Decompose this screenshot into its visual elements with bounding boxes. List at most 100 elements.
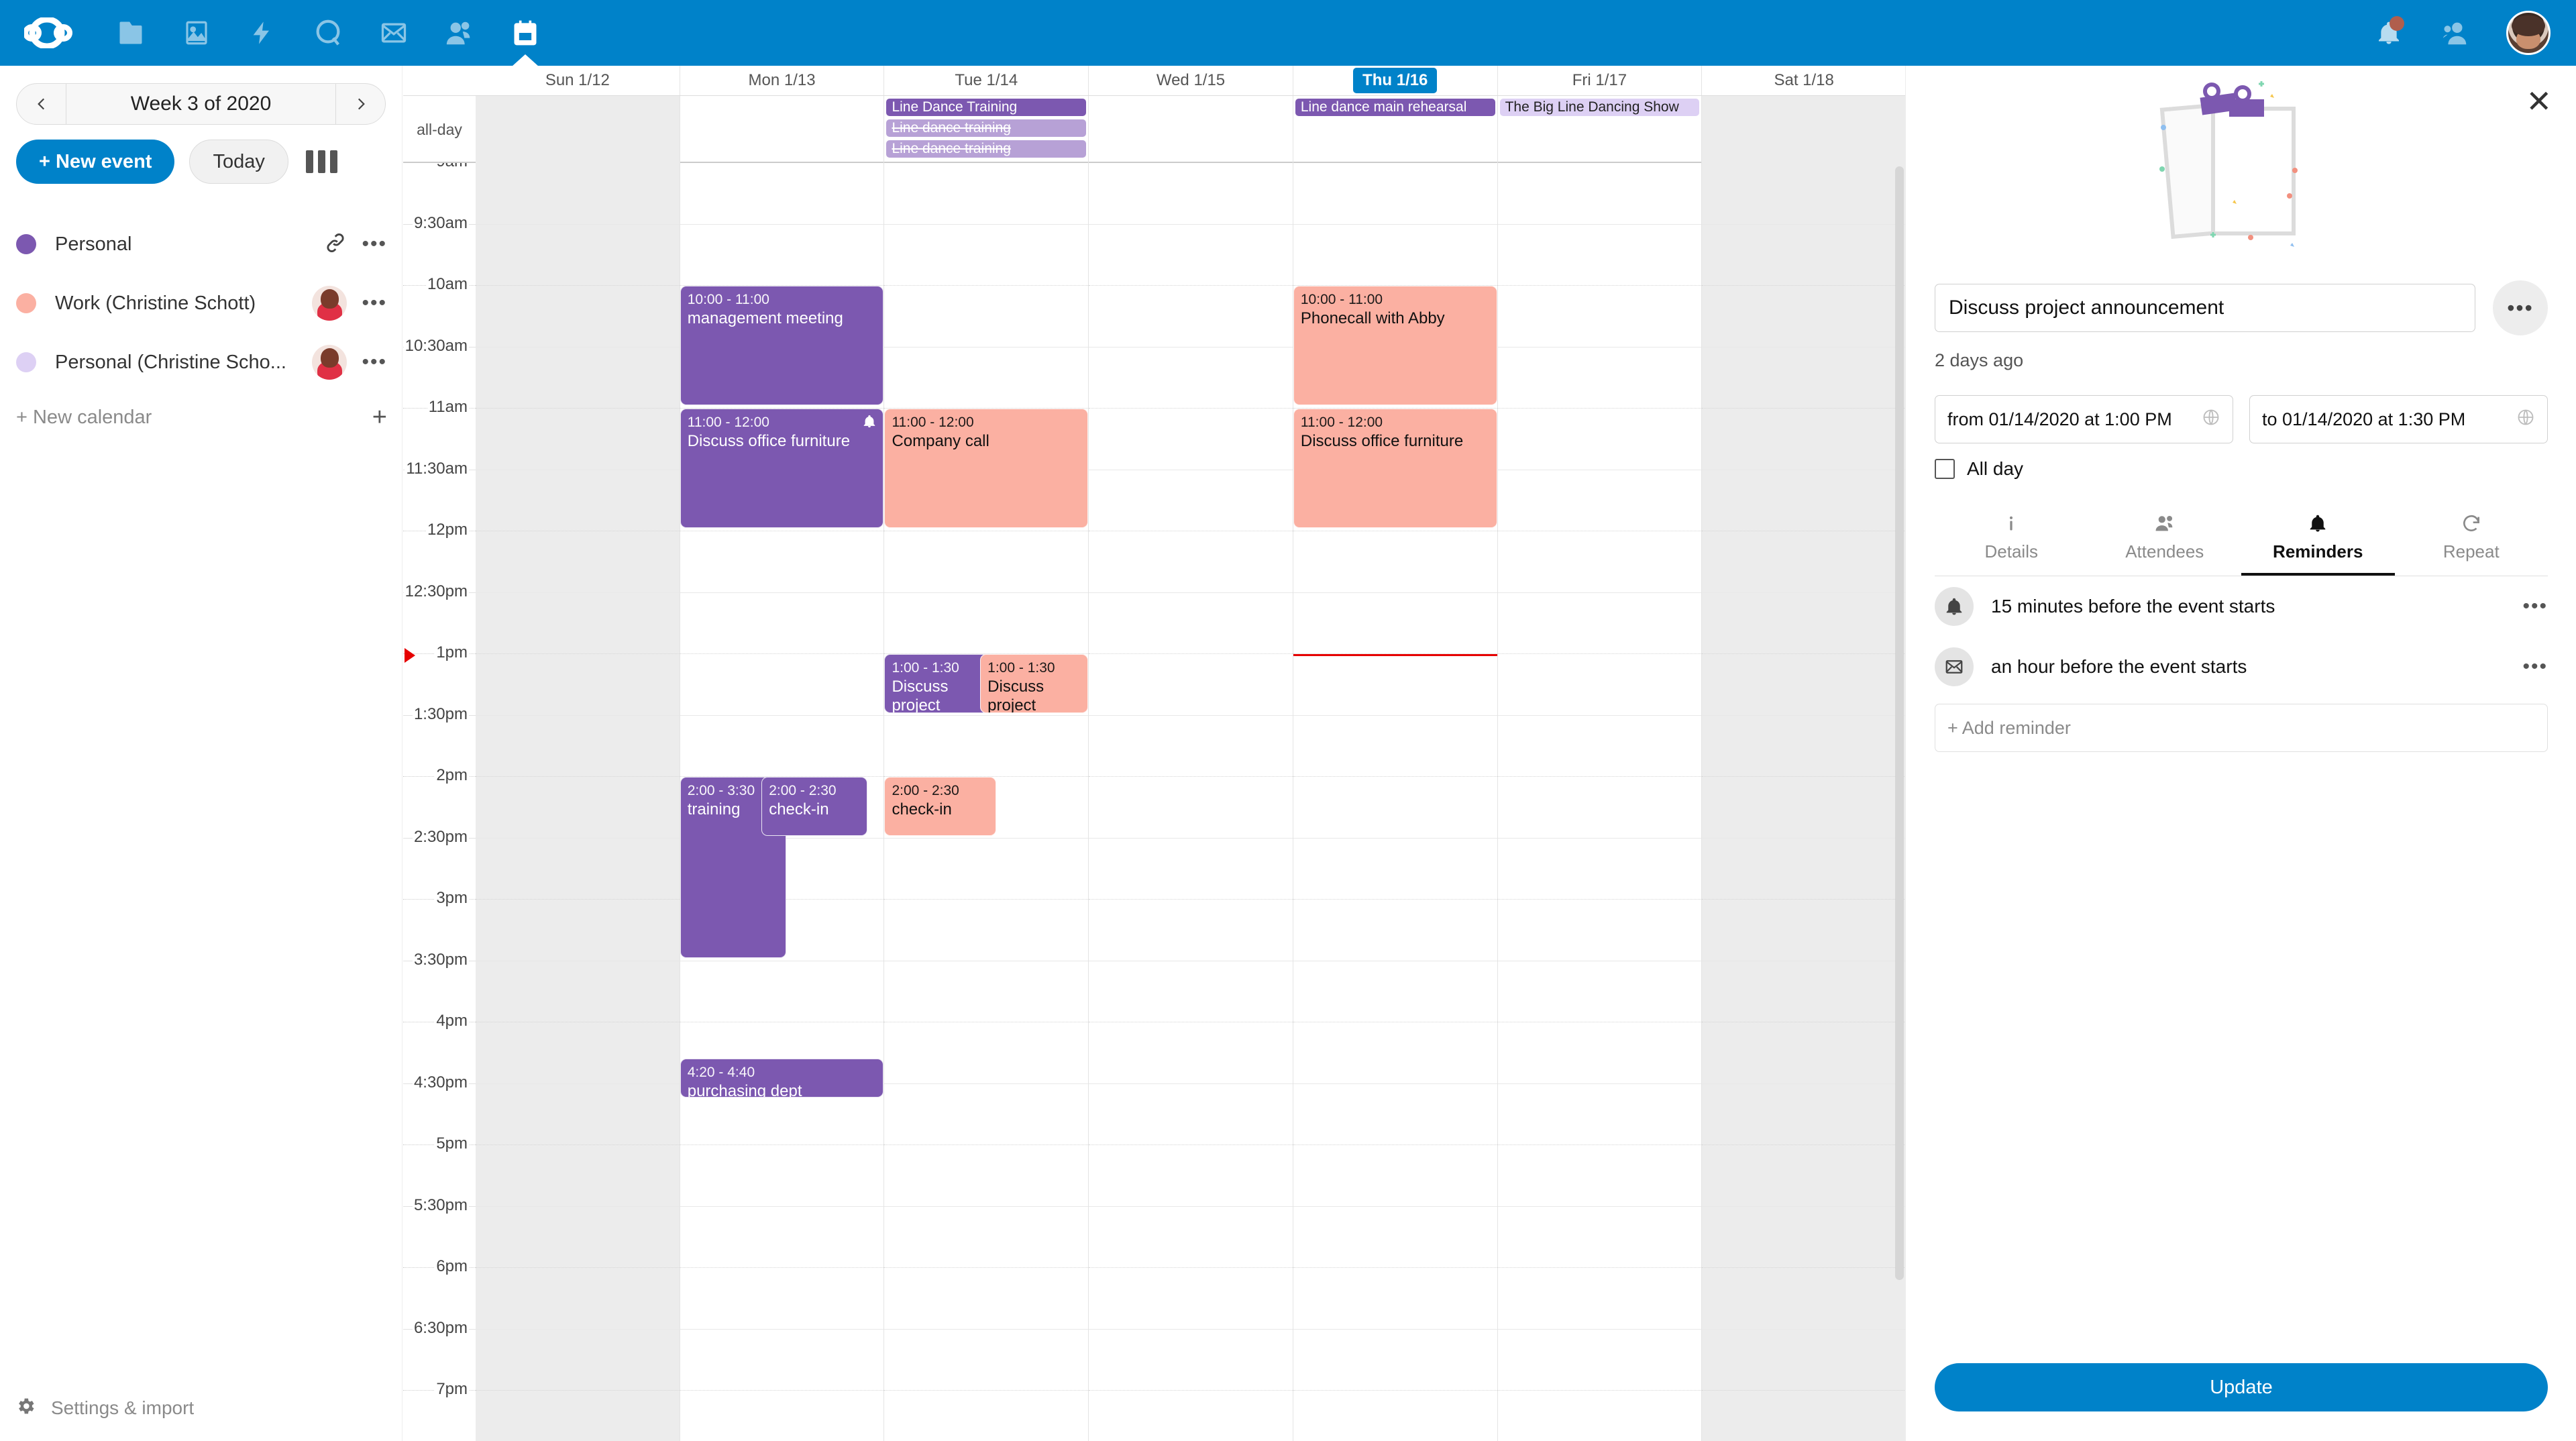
calendar-more-actions[interactable]: ••• xyxy=(362,233,387,255)
grid-cell[interactable] xyxy=(884,1145,1089,1207)
grid-cell[interactable] xyxy=(680,593,884,654)
all-day-column-6[interactable] xyxy=(1701,96,1905,163)
new-calendar-button[interactable]: + New calendar + xyxy=(0,392,402,443)
contacts-menu-icon[interactable] xyxy=(2422,0,2487,66)
grid-cell[interactable] xyxy=(1089,1268,1293,1330)
grid-cell[interactable] xyxy=(1702,1330,1905,1391)
calendar-event[interactable]: 2:00 - 2:30 check-in xyxy=(884,777,997,836)
grid-cell[interactable] xyxy=(1089,409,1293,470)
grid-cell[interactable] xyxy=(680,531,884,593)
grid-cell[interactable] xyxy=(1293,1207,1497,1268)
grid-cell[interactable] xyxy=(1293,348,1497,409)
grid-cell[interactable] xyxy=(1497,286,1702,348)
add-reminder-button[interactable]: + Add reminder xyxy=(1935,704,2548,752)
grid-cell[interactable] xyxy=(1497,716,1702,777)
grid-cell[interactable] xyxy=(476,961,680,1022)
globe-icon[interactable] xyxy=(2202,408,2220,431)
grid-cell[interactable] xyxy=(884,1207,1089,1268)
calendar-event[interactable]: 2:00 - 2:30 check-in xyxy=(761,777,868,836)
grid-cell[interactable] xyxy=(884,531,1089,593)
grid-cell[interactable] xyxy=(1702,531,1905,593)
activity-icon[interactable] xyxy=(229,0,295,66)
grid-cell[interactable] xyxy=(1089,225,1293,286)
calendar-icon[interactable] xyxy=(492,0,558,66)
all-day-column-0[interactable] xyxy=(476,96,680,163)
event-start-date-field[interactable]: from 01/14/2020 at 1:00 PM xyxy=(1935,395,2233,443)
reminder-more-actions[interactable]: ••• xyxy=(2522,655,2548,678)
grid-cell[interactable] xyxy=(476,1268,680,1330)
grid-cell[interactable] xyxy=(1702,961,1905,1022)
grid-cell[interactable] xyxy=(1089,593,1293,654)
settings-and-import-button[interactable]: Settings & import xyxy=(0,1375,402,1441)
grid-cell[interactable] xyxy=(1497,1330,1702,1391)
all-day-column-2[interactable]: Line Dance Training Line dance training Li… xyxy=(883,96,1088,163)
grid-cell[interactable] xyxy=(476,716,680,777)
calendar-list-item[interactable]: Work (Christine Schott) ••• xyxy=(0,274,402,333)
grid-cell[interactable] xyxy=(1293,593,1497,654)
all-day-event[interactable]: The Big Line Dancing Show xyxy=(1499,99,1700,116)
grid-cell[interactable] xyxy=(1293,1084,1497,1145)
calendar-event[interactable]: 2:00 - 3:30 training xyxy=(680,777,786,958)
grid-cell[interactable] xyxy=(1497,593,1702,654)
grid-cell[interactable] xyxy=(476,777,680,839)
grid-cell[interactable] xyxy=(1089,348,1293,409)
globe-icon[interactable] xyxy=(2516,408,2535,431)
event-title-input[interactable] xyxy=(1935,284,2475,332)
grid-cell[interactable] xyxy=(1089,900,1293,961)
notifications-bell-icon[interactable] xyxy=(2356,0,2422,66)
day-header-1[interactable]: Mon 1/13 xyxy=(679,66,884,95)
grid-cell[interactable] xyxy=(1498,1391,1702,1441)
grid-cell[interactable] xyxy=(884,163,1089,225)
grid-cell[interactable] xyxy=(1089,716,1293,777)
grid-cell[interactable] xyxy=(884,777,1089,839)
grid-cell[interactable] xyxy=(476,531,680,593)
reminder-more-actions[interactable]: ••• xyxy=(2522,595,2548,617)
grid-cell[interactable] xyxy=(1702,654,1905,716)
grid-cell[interactable] xyxy=(1293,777,1497,839)
grid-cell[interactable] xyxy=(476,348,680,409)
grid-cell[interactable] xyxy=(680,1330,884,1391)
grid-cell[interactable] xyxy=(884,654,1089,716)
reminder-item[interactable]: an hour before the event starts ••• xyxy=(1935,637,2548,697)
grid-cell[interactable] xyxy=(476,593,680,654)
mail-icon[interactable] xyxy=(361,0,427,66)
calendar-event[interactable]: 11:00 - 12:00 Discuss office furniture xyxy=(680,409,884,528)
grid-cell[interactable] xyxy=(1089,961,1293,1022)
grid-cell[interactable] xyxy=(1089,286,1293,348)
grid-cell[interactable] xyxy=(884,286,1089,348)
grid-cell[interactable] xyxy=(884,1084,1089,1145)
all-day-event[interactable]: Line dance training xyxy=(886,140,1087,158)
grid-cell[interactable] xyxy=(1702,1391,1905,1441)
grid-cell[interactable] xyxy=(680,225,884,286)
grid-cell[interactable] xyxy=(1497,1084,1702,1145)
day-header-3[interactable]: Wed 1/15 xyxy=(1088,66,1293,95)
new-event-button[interactable]: + New event xyxy=(16,140,175,184)
grid-cell[interactable] xyxy=(1293,1330,1497,1391)
grid-cell[interactable] xyxy=(1089,1391,1293,1441)
plus-icon[interactable]: + xyxy=(372,403,387,431)
grid-cell[interactable] xyxy=(680,1268,884,1330)
day-column-5[interactable] xyxy=(1497,163,1702,1441)
grid-cell[interactable] xyxy=(1497,900,1702,961)
all-day-column-3[interactable] xyxy=(1088,96,1293,163)
grid-cell[interactable] xyxy=(884,1330,1089,1391)
grid-cell[interactable] xyxy=(1497,1268,1702,1330)
grid-cell[interactable] xyxy=(680,716,884,777)
calendar-event[interactable]: 1:00 - 1:30 Discuss project xyxy=(980,654,1089,713)
user-avatar[interactable] xyxy=(2506,11,2551,55)
calendar-event[interactable]: 10:00 - 11:00 management meeting xyxy=(680,286,884,405)
grid-cell[interactable] xyxy=(1293,225,1497,286)
previous-week-button[interactable] xyxy=(17,84,66,124)
grid-cell[interactable] xyxy=(476,1022,680,1084)
grid-cell[interactable] xyxy=(1702,409,1905,470)
event-end-date-field[interactable]: to 01/14/2020 at 1:30 PM xyxy=(2249,395,2548,443)
day-column-6[interactable] xyxy=(1701,163,1905,1441)
calendar-list-item[interactable]: Personal ••• xyxy=(0,215,402,274)
grid-cell[interactable] xyxy=(476,900,680,961)
calendar-scrollbar[interactable] xyxy=(1895,166,1904,1280)
grid-cell[interactable] xyxy=(884,716,1089,777)
grid-cell[interactable] xyxy=(1702,593,1905,654)
photos-icon[interactable] xyxy=(164,0,229,66)
grid-cell[interactable] xyxy=(680,163,884,225)
grid-cell[interactable] xyxy=(1702,1145,1905,1207)
